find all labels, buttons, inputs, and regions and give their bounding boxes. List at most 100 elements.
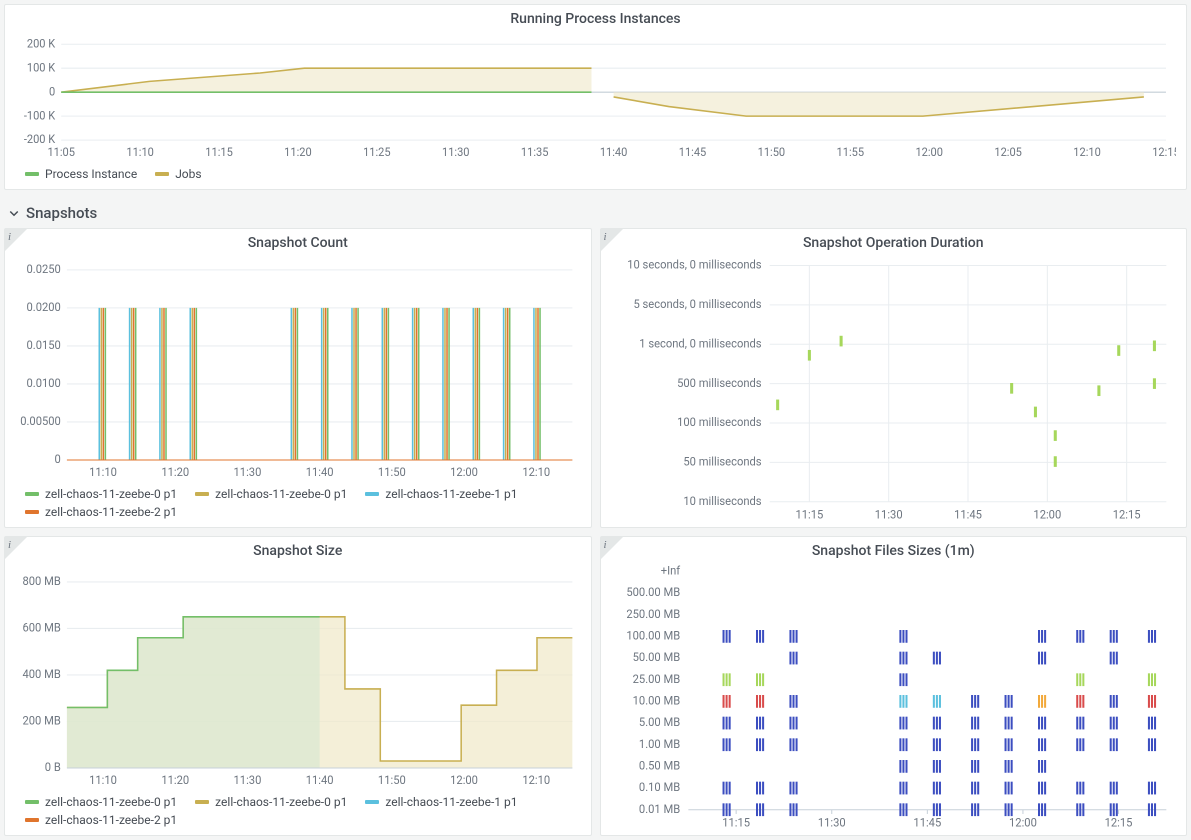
svg-text:100 milliseconds: 100 milliseconds — [677, 415, 762, 429]
snapshot-files-chart[interactable]: +Inf500.00 MB250.00 MB100.00 MB50.00 MB2… — [601, 561, 1187, 835]
legend-label: Jobs — [175, 167, 201, 181]
panel-snapshot-duration: Snapshot Operation Duration 10 seconds, … — [600, 228, 1188, 528]
svg-text:12:15: 12:15 — [1112, 507, 1140, 521]
svg-text:11:40: 11:40 — [600, 146, 628, 159]
svg-text:500 milliseconds: 500 milliseconds — [677, 376, 762, 390]
panel-snapshot-files: Snapshot Files Sizes (1m) +Inf 500.00 MB 2… — [600, 536, 1188, 836]
snapshot-count-legend: zell-chaos-11-zeebe-0 p1 zell-chaos-11-ze… — [5, 483, 591, 527]
info-icon[interactable] — [5, 537, 27, 559]
svg-text:10 seconds, 0 milliseconds: 10 seconds, 0 milliseconds — [627, 257, 761, 271]
svg-text:11:50: 11:50 — [378, 773, 406, 787]
panel-title: Snapshot Operation Duration — [601, 229, 1187, 253]
svg-text:0.0150: 0.0150 — [27, 338, 61, 352]
legend-item[interactable]: Jobs — [155, 167, 201, 181]
svg-text:11:45: 11:45 — [913, 815, 941, 829]
svg-text:11:45: 11:45 — [954, 507, 982, 521]
svg-text:-100 K: -100 K — [24, 109, 56, 122]
svg-text:12:10: 12:10 — [1073, 146, 1101, 159]
svg-text:100 K: 100 K — [27, 61, 56, 74]
svg-text:250.00 MB: 250.00 MB — [626, 607, 680, 621]
svg-text:12:00: 12:00 — [450, 773, 478, 787]
legend-item[interactable]: zell-chaos-11-zeebe-0 p1 — [195, 487, 347, 501]
panel-title: Snapshot Count — [5, 229, 591, 253]
panel-running-process-instances: Running Process Instances -200 K-100 K01… — [4, 4, 1187, 190]
svg-text:0.50 MB: 0.50 MB — [638, 758, 679, 772]
svg-text:12:10: 12:10 — [522, 773, 550, 787]
svg-text:11:55: 11:55 — [837, 146, 865, 159]
svg-text:11:30: 11:30 — [874, 507, 902, 521]
svg-text:11:30: 11:30 — [234, 465, 262, 479]
legend-label: zell-chaos-11-zeebe-0 p1 — [215, 795, 347, 809]
svg-text:10 milliseconds: 10 milliseconds — [683, 494, 761, 508]
svg-text:1 second, 0 milliseconds: 1 second, 0 milliseconds — [639, 336, 761, 350]
svg-text:11:30: 11:30 — [442, 146, 470, 159]
legend-item[interactable]: Process Instance — [25, 167, 137, 181]
svg-text:12:00: 12:00 — [1009, 815, 1037, 829]
legend-label: zell-chaos-11-zeebe-0 p1 — [215, 487, 347, 501]
snapshot-duration-chart[interactable]: 10 seconds, 0 milliseconds 5 seconds, 0 m… — [601, 253, 1187, 527]
running-legend: Process Instance Jobs — [5, 163, 1186, 189]
running-chart[interactable]: -200 K-100 K0100 K200 K11:0511:1011:1511… — [5, 29, 1186, 163]
svg-text:+Inf: +Inf — [660, 565, 679, 578]
svg-text:5 seconds, 0 milliseconds: 5 seconds, 0 milliseconds — [633, 297, 761, 311]
legend-label: zell-chaos-11-zeebe-0 p1 — [45, 487, 177, 501]
svg-text:1.00 MB: 1.00 MB — [638, 737, 679, 751]
info-icon[interactable] — [601, 229, 623, 251]
legend-item[interactable]: zell-chaos-11-zeebe-2 p1 — [25, 505, 177, 519]
legend-item[interactable]: zell-chaos-11-zeebe-1 p1 — [365, 487, 517, 501]
svg-text:11:15: 11:15 — [205, 146, 233, 159]
legend-label: Process Instance — [45, 167, 137, 181]
legend-item[interactable]: zell-chaos-11-zeebe-0 p1 — [25, 487, 177, 501]
row-header-snapshots[interactable]: Snapshots — [4, 198, 1187, 228]
svg-text:12:00: 12:00 — [1033, 507, 1061, 521]
snapshot-size-chart[interactable]: 0 B200 MB400 MB600 MB800 MB11:1011:2011:… — [5, 561, 591, 791]
panel-title: Snapshot Files Sizes (1m) — [601, 537, 1187, 561]
chevron-down-icon — [8, 207, 20, 219]
legend-label: zell-chaos-11-zeebe-2 p1 — [45, 505, 177, 519]
svg-text:0.00500: 0.00500 — [20, 414, 61, 428]
svg-text:12:15: 12:15 — [1152, 146, 1176, 159]
info-icon[interactable] — [5, 229, 27, 251]
svg-text:600 MB: 600 MB — [23, 620, 61, 634]
svg-text:11:15: 11:15 — [722, 815, 750, 829]
svg-text:50 milliseconds: 50 milliseconds — [683, 454, 761, 468]
legend-label: zell-chaos-11-zeebe-0 p1 — [45, 795, 177, 809]
svg-text:11:30: 11:30 — [234, 773, 262, 787]
svg-text:500.00 MB: 500.00 MB — [626, 585, 680, 599]
svg-text:12:10: 12:10 — [522, 465, 550, 479]
panel-title: Running Process Instances — [5, 5, 1186, 29]
svg-text:400 MB: 400 MB — [23, 667, 61, 681]
svg-text:11:10: 11:10 — [89, 465, 117, 479]
svg-text:200 K: 200 K — [27, 37, 56, 50]
snapshot-count-chart[interactable]: 00.005000.01000.01500.02000.025011:1011:… — [5, 253, 591, 483]
svg-text:5.00 MB: 5.00 MB — [638, 715, 679, 729]
legend-label: zell-chaos-11-zeebe-1 p1 — [385, 795, 517, 809]
svg-text:100.00 MB: 100.00 MB — [626, 628, 680, 642]
svg-text:11:35: 11:35 — [521, 146, 549, 159]
info-icon[interactable] — [601, 537, 623, 559]
svg-text:11:05: 11:05 — [47, 146, 75, 159]
svg-text:0: 0 — [55, 452, 61, 466]
panel-snapshot-size: Snapshot Size 0 B200 MB400 MB600 MB800 M… — [4, 536, 592, 836]
svg-text:11:15: 11:15 — [795, 507, 823, 521]
svg-text:0.0100: 0.0100 — [27, 376, 61, 390]
svg-text:11:45: 11:45 — [679, 146, 707, 159]
svg-text:0.10 MB: 0.10 MB — [638, 780, 679, 794]
svg-text:800 MB: 800 MB — [23, 574, 61, 588]
svg-text:11:40: 11:40 — [306, 465, 334, 479]
snapshot-size-legend: zell-chaos-11-zeebe-0 p1 zell-chaos-11-ze… — [5, 791, 591, 835]
svg-text:11:20: 11:20 — [161, 773, 189, 787]
legend-item[interactable]: zell-chaos-11-zeebe-0 p1 — [195, 795, 347, 809]
svg-text:11:30: 11:30 — [817, 815, 845, 829]
svg-text:25.00 MB: 25.00 MB — [632, 672, 680, 686]
legend-item[interactable]: zell-chaos-11-zeebe-1 p1 — [365, 795, 517, 809]
legend-item[interactable]: zell-chaos-11-zeebe-0 p1 — [25, 795, 177, 809]
svg-text:12:00: 12:00 — [450, 465, 478, 479]
svg-text:12:05: 12:05 — [994, 146, 1022, 159]
svg-text:11:50: 11:50 — [758, 146, 786, 159]
svg-text:0: 0 — [49, 85, 55, 98]
row-title: Snapshots — [26, 204, 97, 222]
svg-text:11:50: 11:50 — [378, 465, 406, 479]
svg-text:12:00: 12:00 — [915, 146, 943, 159]
svg-text:11:25: 11:25 — [363, 146, 391, 159]
